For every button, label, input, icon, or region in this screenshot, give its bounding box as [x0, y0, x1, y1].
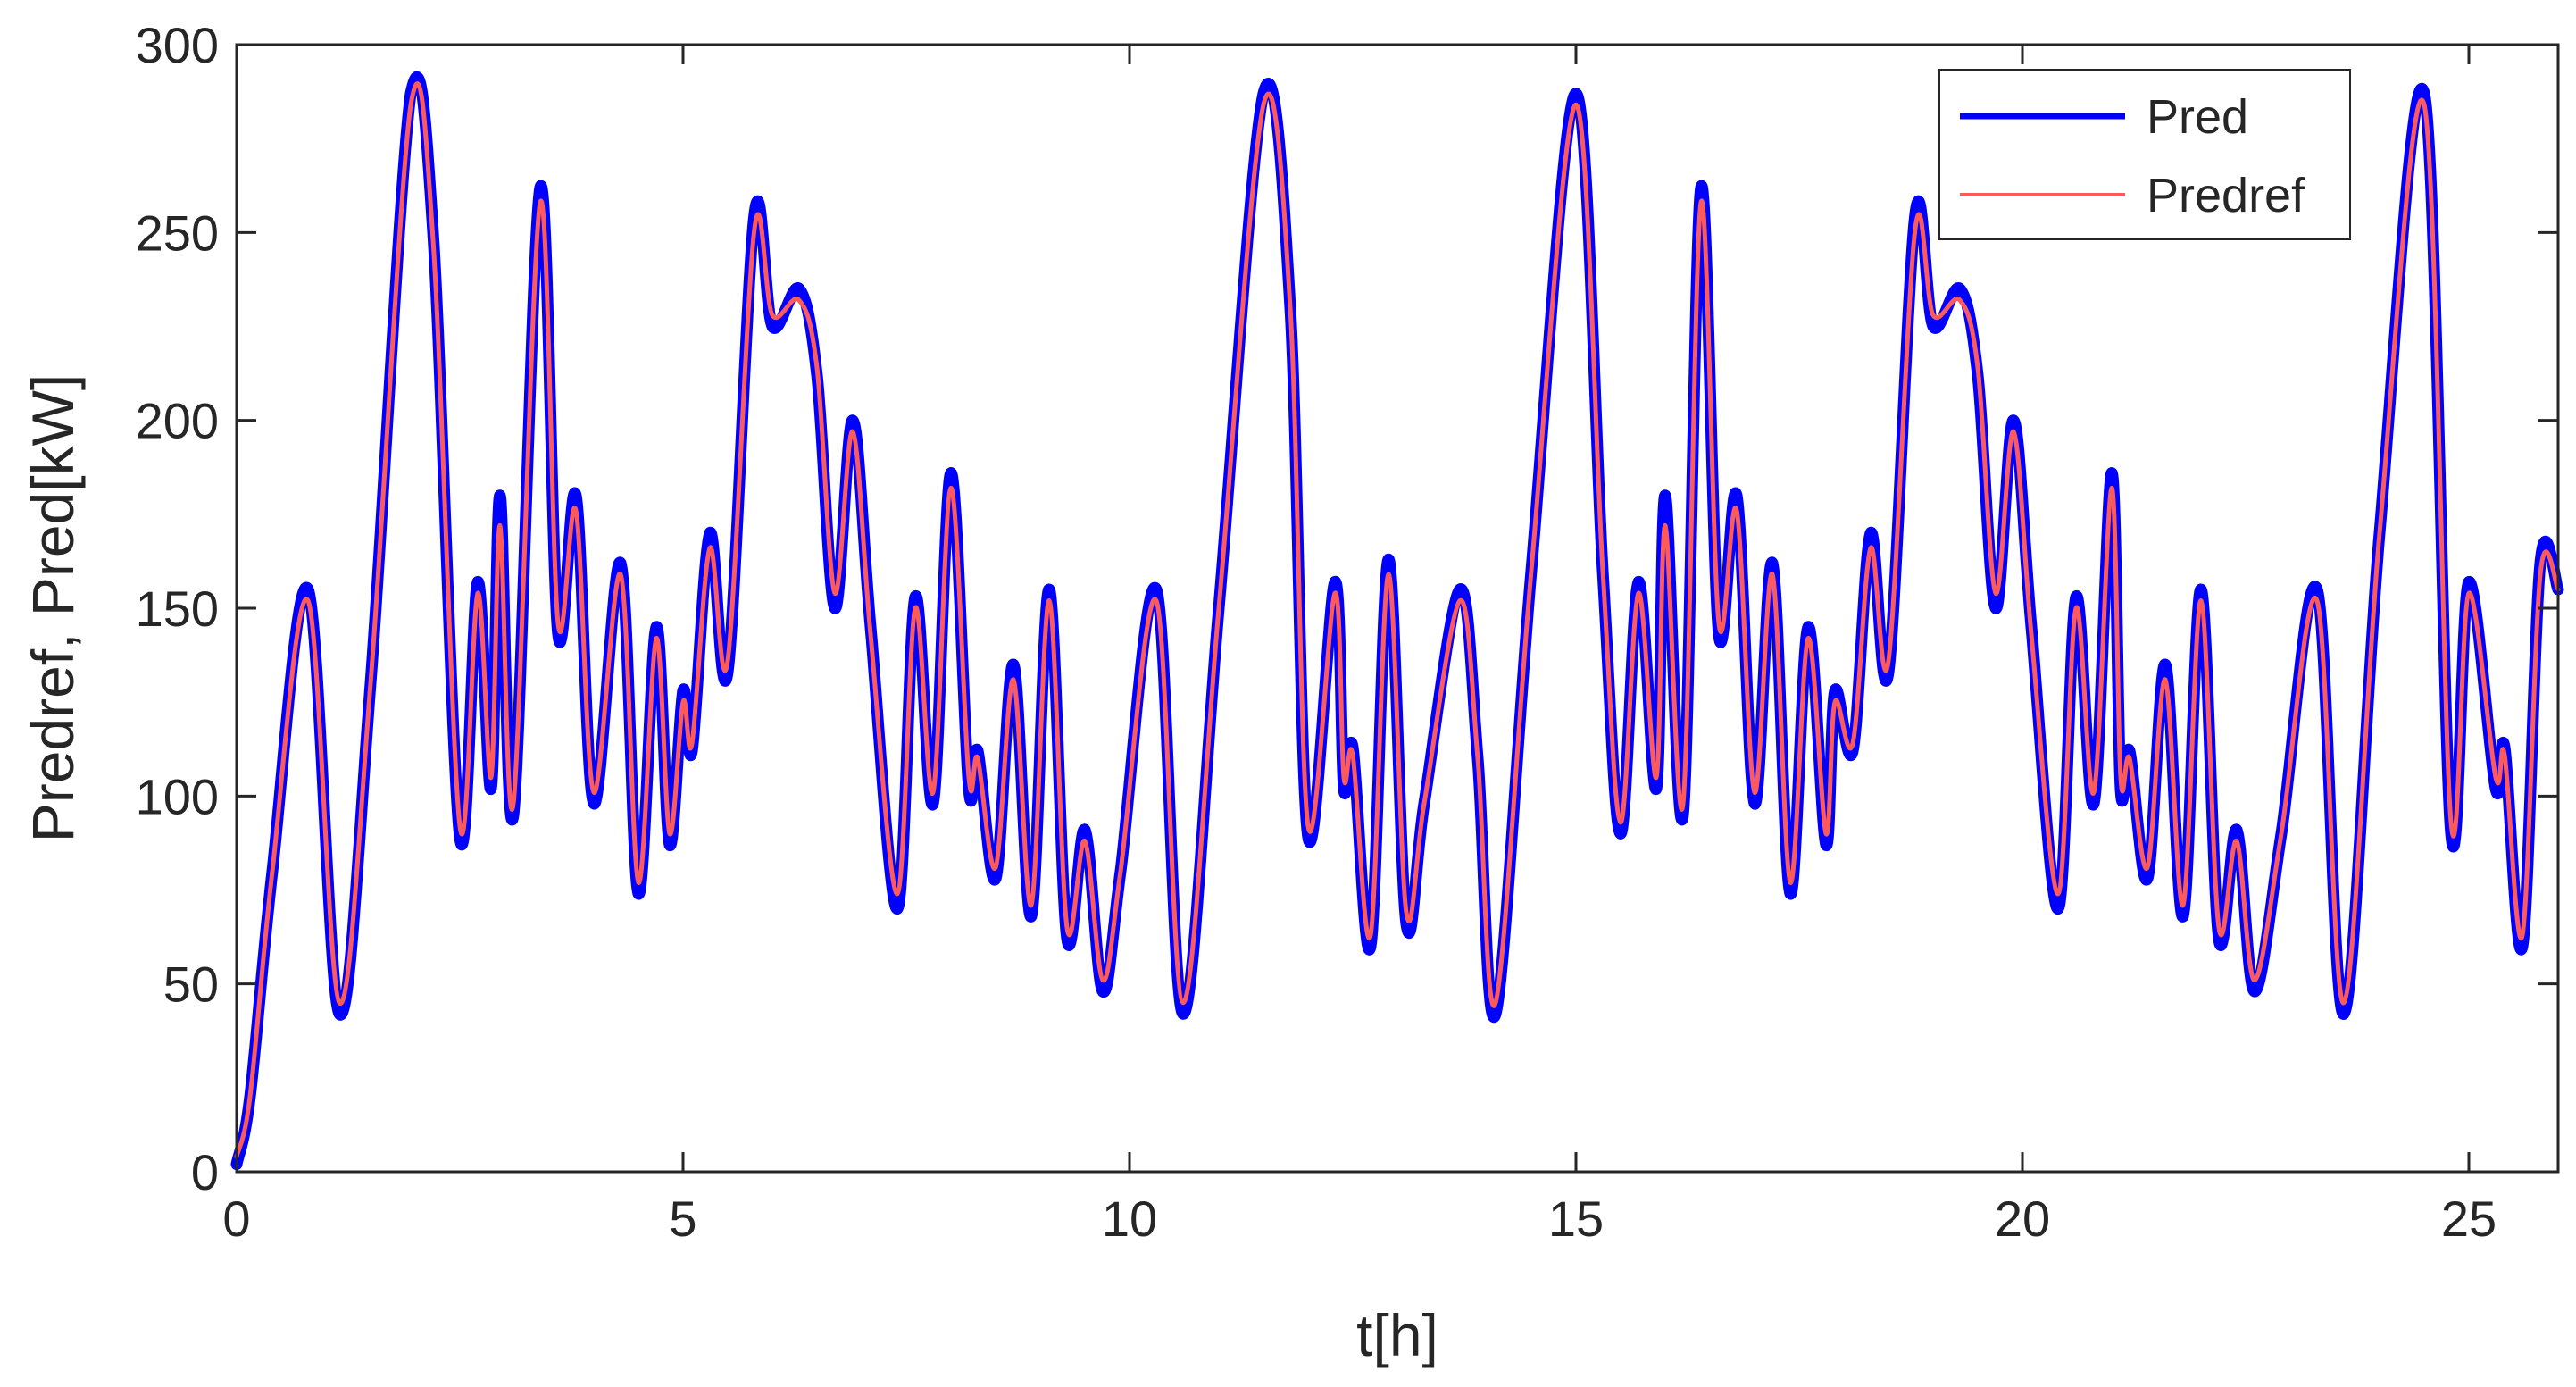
series-line-predref	[234, 81, 2561, 1159]
x-tick-label: 15	[1548, 1191, 1604, 1247]
x-tick-label: 0	[222, 1191, 250, 1247]
legend: Pred Predref	[1938, 69, 2351, 240]
y-tick-label: 200	[136, 393, 219, 449]
x-tick-label: 20	[1995, 1191, 2050, 1247]
y-tick-label: 250	[136, 205, 219, 261]
x-tick-label: 25	[2441, 1191, 2497, 1247]
legend-label-pred: Pred	[2147, 90, 2248, 144]
y-tick-label: 100	[136, 768, 219, 824]
series-layer	[230, 71, 2564, 1171]
x-tick-label: 5	[669, 1191, 696, 1247]
x-tick-label: 10	[1102, 1191, 1157, 1247]
y-tick-label: 300	[136, 17, 219, 73]
y-tick-label: 0	[191, 1144, 219, 1200]
y-tick-label: 50	[163, 957, 219, 1013]
y-axis-label: Predref, Pred[kW]	[20, 374, 86, 843]
legend-label-predref: Predref	[2147, 169, 2305, 222]
x-axis-label: t[h]	[1356, 1302, 1438, 1368]
legend-box	[1938, 69, 2351, 240]
y-tick-label: 150	[136, 581, 219, 637]
